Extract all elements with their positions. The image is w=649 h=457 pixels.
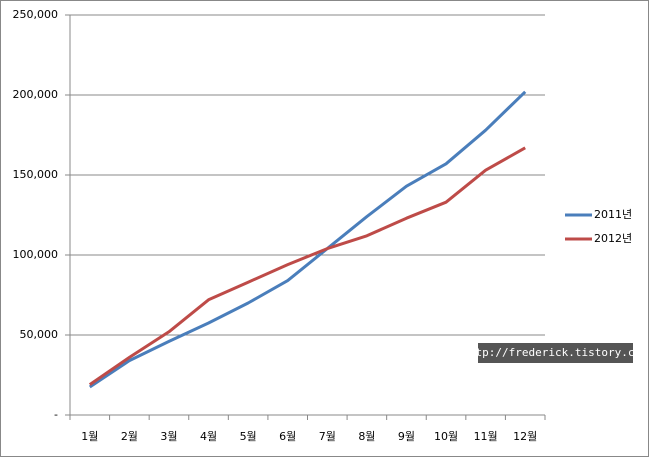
y-tick-label: - bbox=[54, 408, 58, 421]
y-tick-label: 50,000 bbox=[20, 328, 59, 341]
watermark: http://frederick.tistory.com bbox=[462, 346, 648, 359]
x-tick-label: 2월 bbox=[121, 430, 138, 443]
x-tick-label: 4월 bbox=[200, 430, 217, 443]
x-tick-label: 10월 bbox=[434, 430, 458, 443]
y-tick-label: 100,000 bbox=[13, 248, 59, 261]
x-tick-label: 12월 bbox=[513, 430, 537, 443]
x-tick-label: 9월 bbox=[398, 430, 415, 443]
y-tick-label: 250,000 bbox=[13, 8, 59, 21]
x-tick-label: 8월 bbox=[358, 430, 375, 443]
series-line bbox=[88, 146, 526, 386]
legend-label: 2012년 bbox=[594, 232, 632, 245]
x-tick-label: 11월 bbox=[474, 430, 498, 443]
y-tick-label: 200,000 bbox=[13, 88, 59, 101]
watermark-box bbox=[478, 343, 633, 363]
x-tick-label: 7월 bbox=[319, 430, 336, 443]
x-tick-label: 3월 bbox=[160, 430, 177, 443]
x-tick-label: 6월 bbox=[279, 430, 296, 443]
legend-label: 2011년 bbox=[594, 208, 632, 221]
x-tick-label: 5월 bbox=[240, 430, 257, 443]
y-tick-label: 150,000 bbox=[13, 168, 59, 181]
x-tick-label: 1월 bbox=[81, 430, 98, 443]
series-line bbox=[88, 90, 527, 389]
